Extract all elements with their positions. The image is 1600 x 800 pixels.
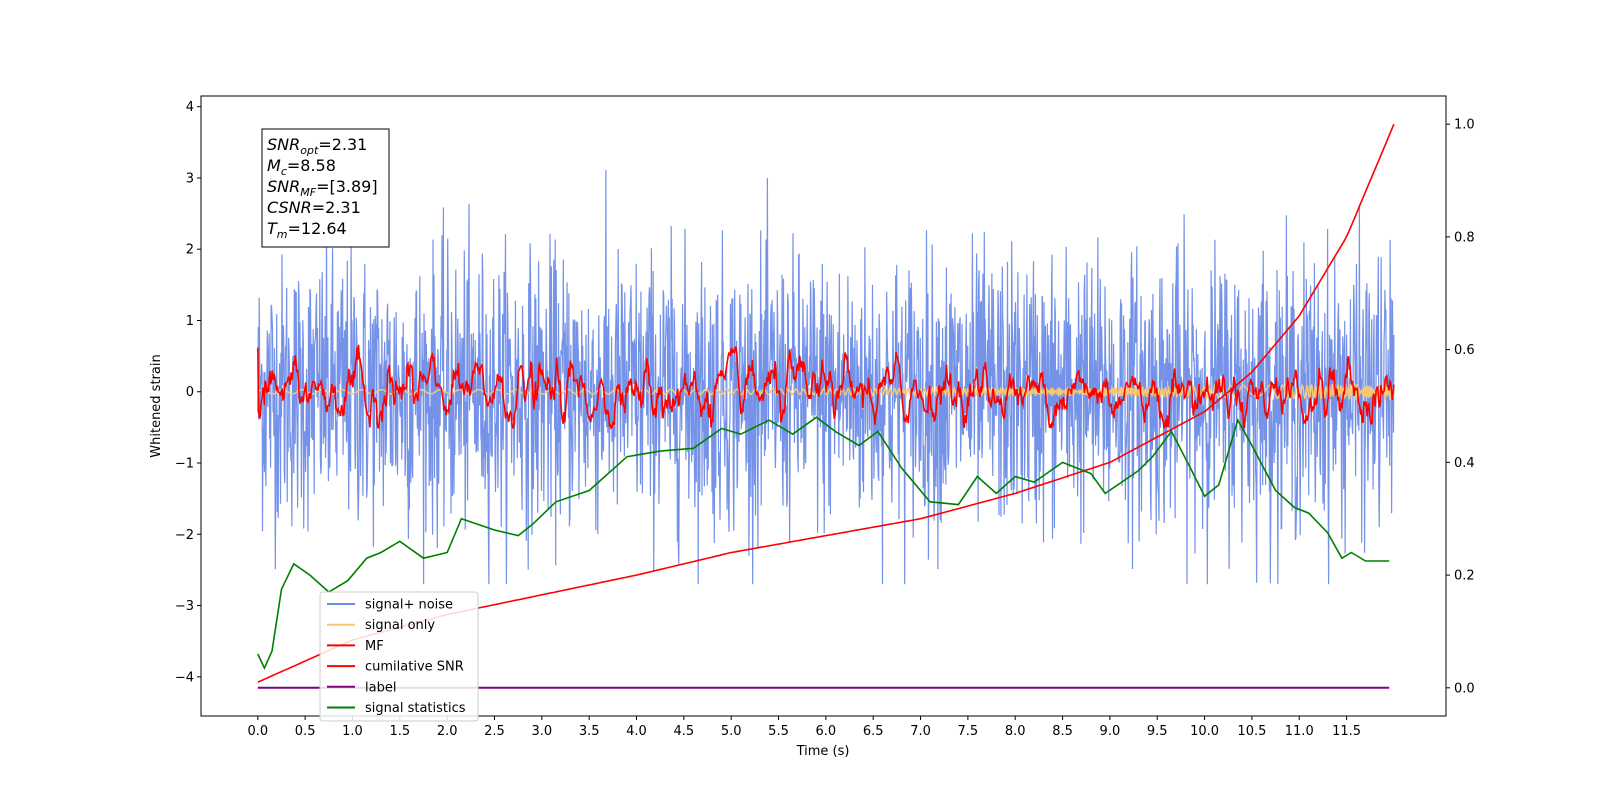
x-axis-label: Time (s) bbox=[796, 744, 850, 759]
series-mf bbox=[257, 344, 1395, 430]
y-tick-label: −2 bbox=[175, 528, 194, 543]
x-tick-label: 3.0 bbox=[531, 724, 552, 739]
y-axis-label: Whitened strain bbox=[149, 354, 164, 457]
y2-tick-label: 0.0 bbox=[1454, 681, 1475, 696]
legend-entry: label bbox=[365, 680, 396, 695]
x-tick-label: 1.5 bbox=[389, 724, 410, 739]
y2-tick-label: 0.2 bbox=[1454, 569, 1475, 584]
x-tick-label: 2.5 bbox=[484, 724, 505, 739]
x-tick-label: 11.0 bbox=[1285, 724, 1314, 739]
x-tick-label: 6.5 bbox=[863, 724, 884, 739]
x-tick-label: 5.0 bbox=[721, 724, 742, 739]
annotation-line: Mc=8.58 bbox=[267, 156, 336, 178]
series-signal-only bbox=[257, 382, 1395, 401]
y-tick-label: −3 bbox=[175, 599, 194, 614]
annotation-line: SNRMF=[3.89] bbox=[267, 177, 378, 199]
y2-tick-label: 0.8 bbox=[1454, 230, 1475, 245]
y2-tick-label: 0.4 bbox=[1454, 456, 1475, 471]
x-tick-label: 10.5 bbox=[1237, 724, 1266, 739]
x-tick-label: 4.5 bbox=[674, 724, 695, 739]
legend-entry: signal+ noise bbox=[365, 598, 453, 613]
x-tick-label: 0.5 bbox=[295, 724, 316, 739]
plot-frame bbox=[200, 95, 1447, 717]
x-tick-label: 7.5 bbox=[958, 724, 979, 739]
x-tick-label: 8.5 bbox=[1052, 724, 1073, 739]
x-axis: 0.0 0.5 1.0 1.5 2.0 2.5 3.0 3.5 4.0 4.5 5.0 5.5 6.0 6… bbox=[247, 716, 1361, 739]
legend-entry: MF bbox=[365, 639, 384, 654]
x-tick-label: 11.5 bbox=[1332, 724, 1361, 739]
annotation-line: Tm=12.64 bbox=[267, 219, 347, 241]
x-tick-label: 6.0 bbox=[816, 724, 837, 739]
x-tick-label: 3.5 bbox=[579, 724, 600, 739]
x-tick-label: 5.5 bbox=[768, 724, 789, 739]
x-tick-label: 4.0 bbox=[626, 724, 647, 739]
series-signal-statistics bbox=[257, 416, 1390, 671]
x-tick-label: 9.5 bbox=[1147, 724, 1168, 739]
y2-tick-label: 1.0 bbox=[1454, 118, 1475, 133]
y-tick-label: 1 bbox=[186, 314, 194, 329]
y-tick-label: 4 bbox=[186, 100, 194, 115]
x-tick-label: 1.0 bbox=[342, 724, 363, 739]
x-tick-label: 0.0 bbox=[247, 724, 268, 739]
y-tick-label: 2 bbox=[186, 243, 194, 258]
y-tick-label: 3 bbox=[186, 171, 194, 186]
x-tick-label: 7.0 bbox=[910, 724, 931, 739]
annotation-line: SNRopt=2.31 bbox=[267, 135, 367, 157]
legend-entry: cumilative SNR bbox=[365, 660, 464, 675]
x-tick-label: 2.0 bbox=[437, 724, 458, 739]
x-tick-label: 10.0 bbox=[1190, 724, 1219, 739]
legend-entry: signal only bbox=[365, 618, 435, 633]
y-tick-label: −4 bbox=[175, 670, 194, 685]
x-tick-label: 8.0 bbox=[1005, 724, 1026, 739]
legend: signal+ noise signal only MF cumilative SNR… bbox=[319, 591, 479, 722]
x-tick-label: 9.0 bbox=[1100, 724, 1121, 739]
annotation-line: CSNR=2.31 bbox=[267, 198, 361, 217]
y-tick-label: −1 bbox=[175, 457, 194, 472]
y-axis-right: 1.0 0.8 0.6 0.4 0.2 0.0 bbox=[1446, 118, 1475, 696]
y2-tick-label: 0.6 bbox=[1454, 343, 1475, 358]
y-axis-left: 4 3 2 1 0 −1 −2 −3 −4 bbox=[175, 100, 201, 685]
y-tick-label: 0 bbox=[186, 385, 194, 400]
legend-entry: signal statistics bbox=[365, 701, 466, 716]
